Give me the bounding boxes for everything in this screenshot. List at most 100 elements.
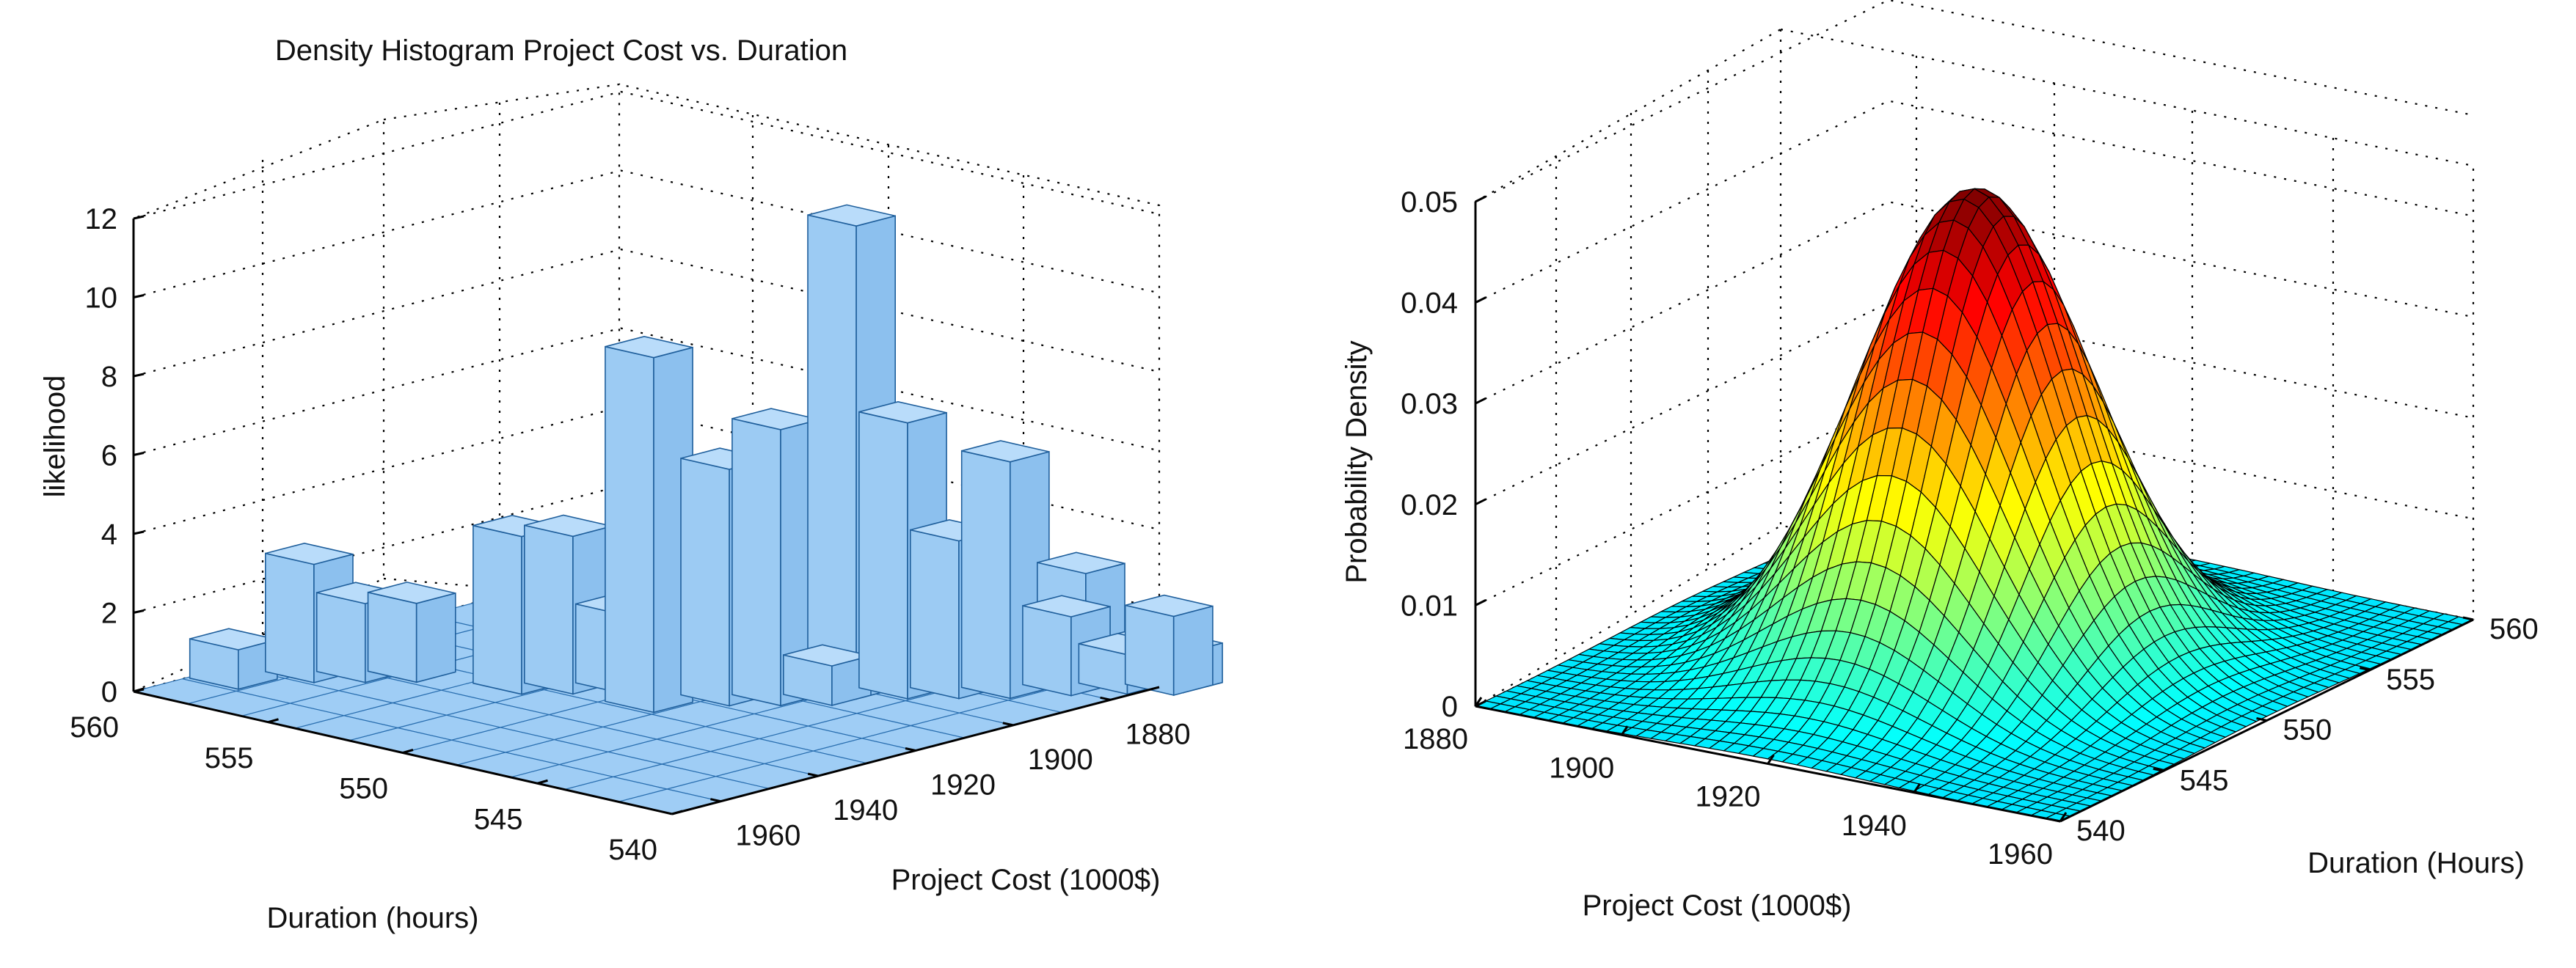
cost-tick-label: 1960 xyxy=(1988,838,2053,870)
z-tick-label: 6 xyxy=(101,440,117,472)
grid-line xyxy=(1780,28,2475,620)
cost-tick xyxy=(1913,782,1921,793)
grid-line xyxy=(1475,0,2474,202)
duration-tick xyxy=(133,687,145,693)
grid-line xyxy=(133,90,1160,220)
cost-tick xyxy=(1100,696,1111,701)
histogram-cost-label: Project Cost (1000$) xyxy=(891,864,1161,896)
bar-face xyxy=(807,214,857,700)
duration-tick-label: 540 xyxy=(608,834,657,866)
bar-face xyxy=(472,524,522,695)
z-tick xyxy=(1475,599,1486,606)
bar-face xyxy=(367,591,417,683)
z-tick xyxy=(1475,397,1486,405)
cost-tick-label: 1880 xyxy=(1403,723,1468,755)
duration-tick-label: 555 xyxy=(2386,664,2435,696)
duration-tick xyxy=(2153,767,2164,772)
bar-top xyxy=(731,408,820,430)
bar-face xyxy=(1022,604,1072,697)
cost-tick xyxy=(1621,725,1629,736)
z-tick xyxy=(133,373,145,378)
bar-top xyxy=(1125,594,1214,617)
surface-mesh xyxy=(1474,188,2475,822)
duration-tick xyxy=(2462,616,2474,621)
grid-line xyxy=(383,83,621,555)
duration-tick-label: 550 xyxy=(2283,714,2332,747)
duration-tick-label: 545 xyxy=(2180,764,2229,796)
z-tick-label: 0.04 xyxy=(1401,287,1458,320)
histogram-z-label: likelihood xyxy=(39,375,71,498)
cost-tick xyxy=(710,798,721,803)
grid-line xyxy=(133,118,385,693)
z-tick xyxy=(133,452,145,456)
bar-face xyxy=(858,411,908,700)
z-tick-label: 0 xyxy=(1442,691,1458,723)
bar-face xyxy=(264,552,315,683)
duration-tick xyxy=(2359,667,2371,672)
z-tick-label: 12 xyxy=(85,203,118,235)
cost-tick xyxy=(1474,697,1483,707)
z-tick-label: 4 xyxy=(101,518,117,551)
bar-top xyxy=(858,400,947,424)
cost-tick xyxy=(905,747,916,752)
grid-line xyxy=(133,169,1160,298)
bar-face xyxy=(910,529,960,700)
surface-cost-label: Project Cost (1000$) xyxy=(1583,890,1852,922)
bar-face xyxy=(1172,605,1214,697)
bar-top xyxy=(524,514,613,538)
bar-top xyxy=(783,644,872,667)
duration-tick-label: 555 xyxy=(205,742,254,774)
z-tick xyxy=(133,530,145,535)
cost-tick-label: 1960 xyxy=(735,820,800,852)
cost-tick xyxy=(2059,812,2068,822)
duration-tick xyxy=(537,779,548,785)
histogram-bar xyxy=(367,582,456,683)
z-tick xyxy=(1475,195,1486,203)
bar-face xyxy=(415,592,456,683)
histogram-bar xyxy=(189,628,278,690)
bar-face xyxy=(680,457,730,707)
duration-tick xyxy=(402,749,414,754)
cost-tick-label: 1900 xyxy=(1549,752,1614,784)
bar-face xyxy=(1124,604,1175,697)
bar-top xyxy=(265,542,354,565)
bar-face xyxy=(523,524,574,695)
cost-tick-label: 1940 xyxy=(833,794,898,826)
duration-tick xyxy=(2049,818,2061,823)
cost-tick-label: 1920 xyxy=(930,769,996,802)
duration-tick-label: 560 xyxy=(70,711,119,744)
histogram-ticks: 0 2 4 6 8 10 12 540 545 550 555 560 1880 1900 1920 1940… xyxy=(70,203,1190,866)
bar-top xyxy=(1022,595,1111,617)
duration-tick xyxy=(2256,717,2267,722)
bar-top xyxy=(807,204,896,227)
z-tick-label: 0.02 xyxy=(1401,489,1458,521)
z-tick xyxy=(133,215,145,220)
bar-face xyxy=(315,592,366,683)
duration-tick-label: 560 xyxy=(2489,613,2539,645)
cost-tick-label: 1880 xyxy=(1125,718,1191,750)
cost-tick-label: 1900 xyxy=(1028,744,1093,776)
z-tick-label: 0 xyxy=(101,676,117,708)
z-tick xyxy=(133,609,145,614)
cost-tick xyxy=(1002,722,1014,727)
duration-tick-label: 540 xyxy=(2076,815,2126,847)
cost-tick xyxy=(1767,754,1775,765)
histogram-bar xyxy=(1124,594,1214,697)
bar-face xyxy=(731,417,781,707)
duration-tick-label: 550 xyxy=(339,773,388,805)
bar-top xyxy=(189,628,278,650)
z-tick-label: 8 xyxy=(101,361,117,393)
histogram-title: Density Histogram Project Cost vs. Durat… xyxy=(275,34,847,67)
surface-z-label: Probability Density xyxy=(1340,340,1373,583)
surface-duration-label: Duration (Hours) xyxy=(2307,847,2525,879)
duration-tick-label: 545 xyxy=(474,803,523,835)
cost-tick xyxy=(807,772,819,777)
duration-tick xyxy=(671,810,683,815)
cost-tick-label: 1920 xyxy=(1696,781,1761,813)
z-tick-label: 10 xyxy=(85,282,118,315)
bar-face xyxy=(960,450,1011,700)
bar-face xyxy=(605,345,654,714)
surface-ticks: 0 0.01 0.02 0.03 0.04 0.05 1880 1900 1920 1940 196… xyxy=(1401,186,2539,870)
z-tick xyxy=(133,294,145,298)
